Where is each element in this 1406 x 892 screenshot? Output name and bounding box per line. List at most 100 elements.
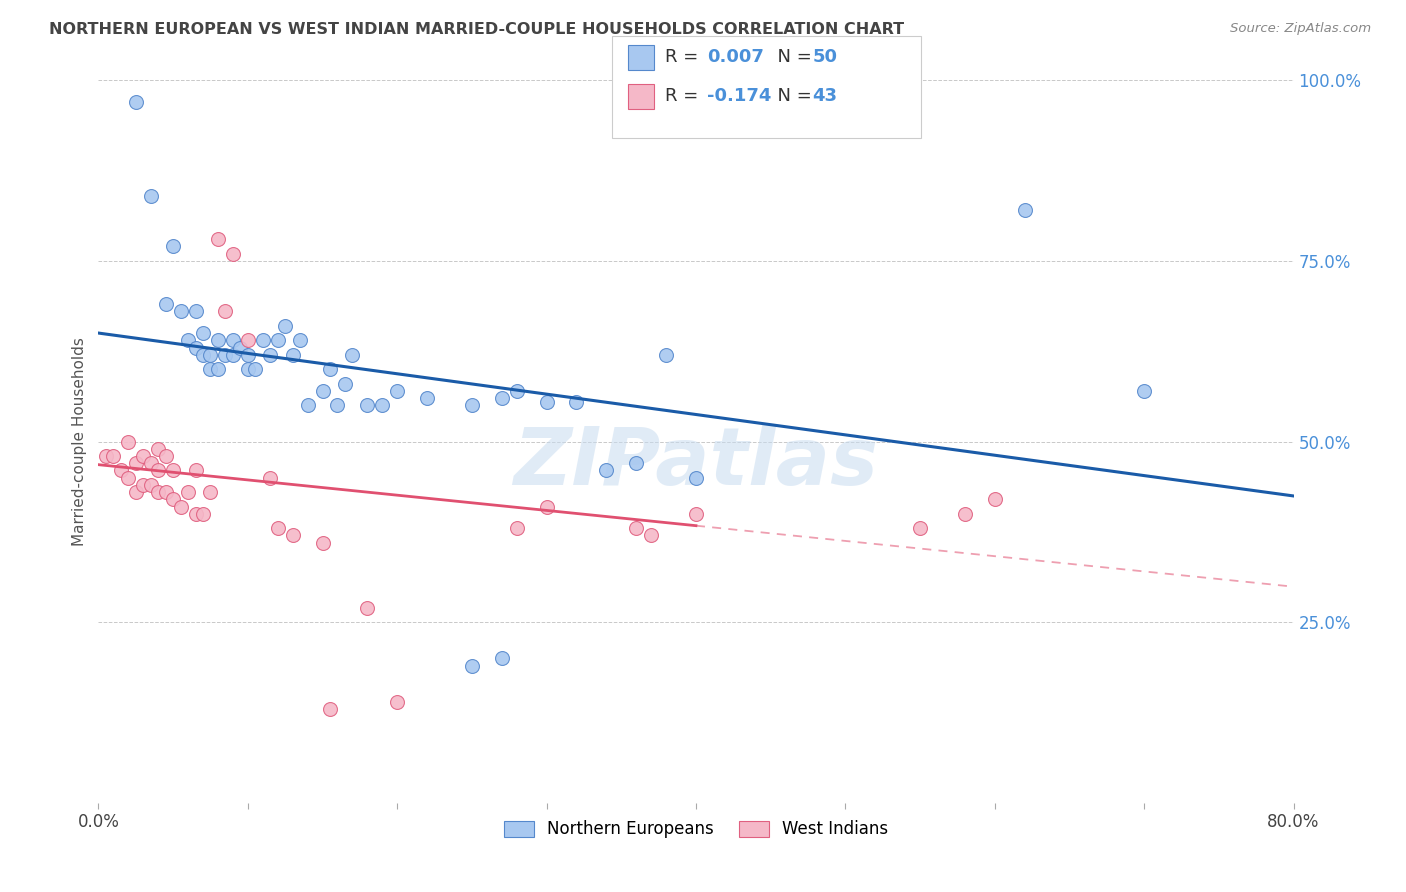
Point bbox=[685, 470, 707, 484]
Point bbox=[984, 492, 1007, 507]
Point bbox=[132, 478, 155, 492]
Point bbox=[214, 348, 236, 362]
Point bbox=[169, 304, 191, 318]
Point bbox=[953, 507, 976, 521]
Point bbox=[207, 232, 229, 246]
Point bbox=[148, 442, 170, 456]
Point bbox=[236, 348, 259, 362]
Point bbox=[139, 189, 162, 203]
Point bbox=[139, 456, 162, 470]
Point bbox=[148, 485, 170, 500]
Point bbox=[371, 398, 394, 412]
Y-axis label: Married-couple Households: Married-couple Households bbox=[72, 337, 87, 546]
Point bbox=[274, 318, 297, 333]
Point bbox=[311, 384, 333, 398]
Point bbox=[184, 463, 207, 477]
Point bbox=[125, 95, 148, 109]
Point bbox=[626, 456, 648, 470]
Point bbox=[288, 334, 311, 348]
Point bbox=[117, 470, 139, 484]
Point bbox=[491, 651, 513, 665]
Point bbox=[132, 449, 155, 463]
Point bbox=[245, 362, 267, 376]
Point bbox=[148, 463, 170, 477]
Point bbox=[297, 398, 319, 412]
Point bbox=[908, 521, 931, 535]
Point bbox=[162, 239, 184, 253]
Point bbox=[506, 384, 529, 398]
Point bbox=[259, 470, 281, 484]
Point bbox=[200, 485, 222, 500]
Point bbox=[155, 485, 177, 500]
Point bbox=[281, 528, 304, 542]
Point bbox=[117, 434, 139, 449]
Text: R =: R = bbox=[665, 87, 704, 105]
Text: 50: 50 bbox=[813, 48, 838, 66]
Point bbox=[506, 521, 529, 535]
Text: 43: 43 bbox=[813, 87, 838, 105]
Point bbox=[267, 334, 290, 348]
Point bbox=[222, 334, 245, 348]
Point bbox=[207, 362, 229, 376]
Point bbox=[169, 500, 191, 514]
Text: -0.174: -0.174 bbox=[707, 87, 772, 105]
Text: NORTHERN EUROPEAN VS WEST INDIAN MARRIED-COUPLE HOUSEHOLDS CORRELATION CHART: NORTHERN EUROPEAN VS WEST INDIAN MARRIED… bbox=[49, 22, 904, 37]
Point bbox=[184, 341, 207, 355]
Point bbox=[326, 398, 349, 412]
Text: 0.007: 0.007 bbox=[707, 48, 763, 66]
Text: R =: R = bbox=[665, 48, 704, 66]
Point bbox=[236, 334, 259, 348]
Point bbox=[125, 456, 148, 470]
Point bbox=[1133, 384, 1156, 398]
Point bbox=[214, 304, 236, 318]
Text: N =: N = bbox=[766, 48, 818, 66]
Point bbox=[94, 449, 117, 463]
Point bbox=[385, 384, 409, 398]
Point bbox=[184, 304, 207, 318]
Point bbox=[222, 348, 245, 362]
Point bbox=[342, 348, 364, 362]
Text: Source: ZipAtlas.com: Source: ZipAtlas.com bbox=[1230, 22, 1371, 36]
Point bbox=[1014, 203, 1036, 218]
Point bbox=[229, 341, 252, 355]
Point bbox=[207, 334, 229, 348]
Point bbox=[595, 463, 617, 477]
Point bbox=[685, 507, 707, 521]
Point bbox=[177, 334, 200, 348]
Legend: Northern Europeans, West Indians: Northern Europeans, West Indians bbox=[498, 814, 894, 845]
Point bbox=[281, 348, 304, 362]
Point bbox=[184, 507, 207, 521]
Point bbox=[103, 449, 125, 463]
Point bbox=[565, 394, 588, 409]
Point bbox=[356, 398, 378, 412]
Point bbox=[139, 478, 162, 492]
Point bbox=[236, 362, 259, 376]
Point bbox=[177, 485, 200, 500]
Text: ZIPatlas: ZIPatlas bbox=[513, 425, 879, 502]
Point bbox=[319, 702, 342, 716]
Point bbox=[222, 246, 245, 260]
Point bbox=[655, 348, 678, 362]
Point bbox=[626, 521, 648, 535]
Point bbox=[491, 391, 513, 405]
Point bbox=[319, 362, 342, 376]
Point bbox=[536, 394, 558, 409]
Point bbox=[333, 376, 356, 391]
Point bbox=[416, 391, 439, 405]
Point bbox=[162, 463, 184, 477]
Point bbox=[155, 449, 177, 463]
Point bbox=[259, 348, 281, 362]
Point bbox=[640, 528, 662, 542]
Point bbox=[461, 398, 484, 412]
Point bbox=[110, 463, 132, 477]
Point bbox=[356, 600, 378, 615]
Point bbox=[200, 348, 222, 362]
Point bbox=[385, 695, 409, 709]
Point bbox=[200, 362, 222, 376]
Point bbox=[191, 507, 214, 521]
Text: N =: N = bbox=[766, 87, 818, 105]
Point bbox=[252, 334, 274, 348]
Point bbox=[311, 535, 333, 549]
Point bbox=[461, 658, 484, 673]
Point bbox=[191, 326, 214, 340]
